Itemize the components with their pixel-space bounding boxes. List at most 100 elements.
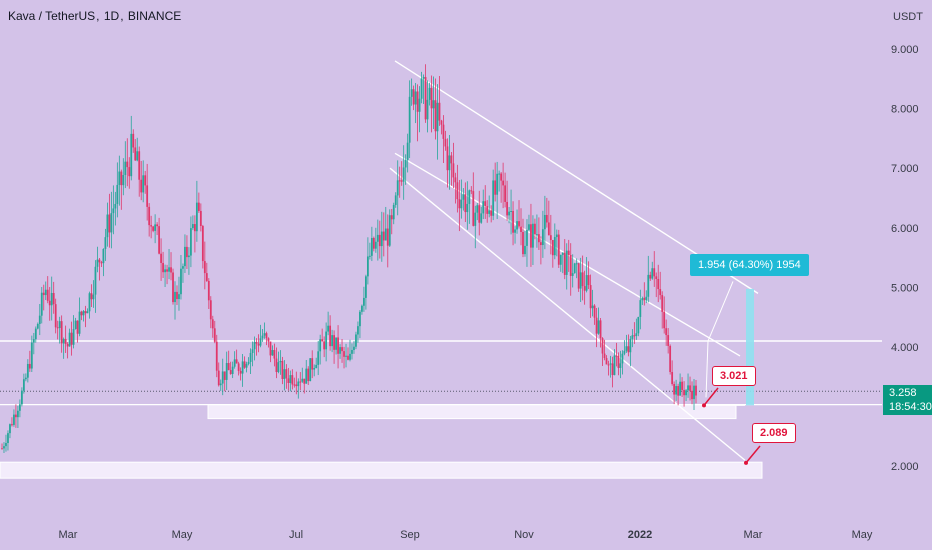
candle-body <box>394 195 397 205</box>
candle-body <box>68 332 71 347</box>
candle-body <box>146 185 149 207</box>
candle-body <box>374 241 377 249</box>
candle-body <box>331 335 333 347</box>
price-callout-2[interactable]: 2.089 <box>752 423 796 443</box>
candle-body <box>80 311 83 316</box>
candle-body <box>577 263 580 289</box>
candle-body <box>623 350 626 354</box>
candle-body <box>553 237 556 256</box>
candle-body <box>253 341 256 350</box>
candle-body <box>597 320 600 334</box>
candle-body <box>315 364 318 369</box>
candle-body <box>386 228 389 246</box>
candle-body <box>247 361 250 364</box>
candle-body <box>631 335 634 339</box>
candle-body <box>420 78 423 99</box>
candle-body <box>428 87 431 100</box>
candle-body <box>237 363 240 371</box>
exchange-label: BINANCE <box>127 9 182 23</box>
candle-body <box>267 338 270 342</box>
candle-body <box>681 381 683 390</box>
candle-body <box>182 266 184 269</box>
candle-body <box>444 138 447 147</box>
time-tick-label: May <box>852 529 873 541</box>
candle-body <box>343 351 345 357</box>
candle-body <box>22 379 25 391</box>
candle-body <box>164 269 166 273</box>
support-zone[interactable] <box>207 404 737 420</box>
currency-label: USDT <box>893 11 923 23</box>
candle-body <box>388 215 391 246</box>
candle-body <box>488 210 491 214</box>
candle-body <box>641 297 644 301</box>
candle-body <box>257 343 260 346</box>
candle-body <box>140 179 143 193</box>
candle-body <box>380 231 383 247</box>
candle-body <box>50 292 53 306</box>
candle-body <box>633 335 636 337</box>
candle-body <box>653 268 656 277</box>
measure-bar[interactable] <box>746 288 754 406</box>
candle-body <box>587 275 590 286</box>
candle-body <box>615 355 618 357</box>
candle-body <box>199 210 202 226</box>
candle-body <box>297 381 300 387</box>
candle-body <box>24 377 27 380</box>
channel-line[interactable] <box>389 167 746 461</box>
candle-body <box>458 199 461 209</box>
projection-line[interactable] <box>705 341 709 398</box>
candle-body <box>120 171 123 186</box>
candle-body <box>134 147 137 161</box>
candle-body <box>661 295 664 312</box>
price-tick-label: 4.000 <box>891 342 919 354</box>
candle-body <box>518 221 520 227</box>
candle-body <box>470 190 473 192</box>
candle-body <box>156 224 159 227</box>
candle-body <box>605 358 608 365</box>
candle-body <box>245 363 248 368</box>
candle-body <box>464 194 467 213</box>
time-axis: Mar May Jul Sep Nov 2022 Mar May <box>59 529 873 541</box>
candle-body <box>317 351 320 365</box>
projection-line[interactable] <box>707 281 734 342</box>
candle-body <box>347 355 349 360</box>
candle-body <box>148 206 151 226</box>
price-tick-label: 6.000 <box>891 223 919 235</box>
candle-body <box>629 338 632 353</box>
candle-body <box>651 268 654 279</box>
candle-body <box>468 190 471 204</box>
candle-body <box>249 352 252 362</box>
candle-body <box>20 390 23 405</box>
candle-body <box>416 91 419 112</box>
candle-body <box>289 375 292 383</box>
lower-support-zone[interactable] <box>0 461 763 479</box>
time-tick-label: Jul <box>289 529 303 541</box>
candle-body <box>480 213 483 223</box>
price-callout-1[interactable]: 3.021 <box>712 366 756 386</box>
candle-body <box>243 361 246 368</box>
candle-body <box>591 305 594 309</box>
support-resistance-levels <box>0 340 882 479</box>
candle-body <box>5 443 7 447</box>
candle-body <box>456 182 459 200</box>
bar-countdown: 18:54:30 <box>889 401 932 413</box>
candle-body <box>221 371 224 384</box>
measure-label[interactable]: 1.954 (64.30%) 1954 <box>690 254 809 276</box>
candle-body <box>617 355 620 368</box>
candle-body <box>217 370 220 386</box>
candle-body <box>138 151 141 180</box>
candle-body <box>657 278 660 290</box>
candle-body <box>494 180 497 195</box>
candle-body <box>215 341 218 371</box>
candle-body <box>695 385 697 396</box>
candle-body <box>13 414 15 425</box>
candle-body <box>303 378 306 384</box>
candle-body <box>414 91 417 105</box>
candle-body <box>309 358 312 382</box>
candle-body <box>683 389 685 396</box>
callout-dot <box>702 403 706 408</box>
candle-body <box>154 224 157 231</box>
candle-body <box>667 335 670 346</box>
